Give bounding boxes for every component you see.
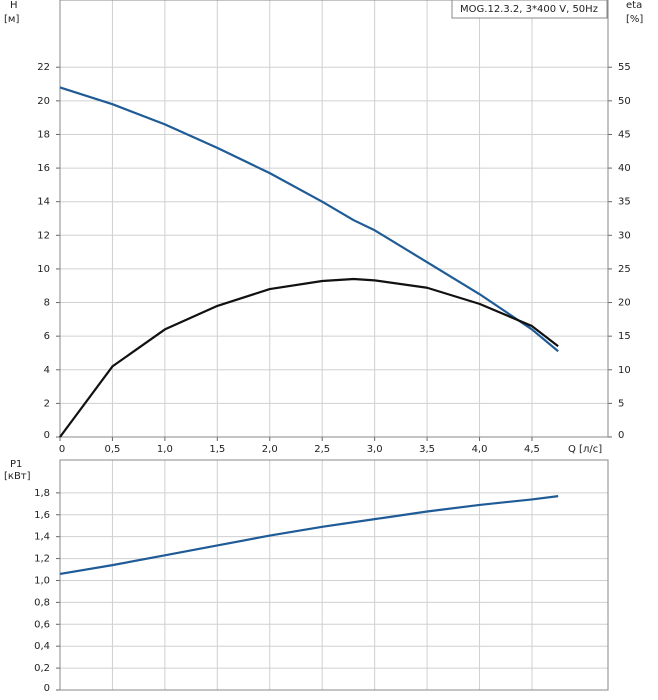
y-tick-label: 0 [44,683,50,694]
y2-axis-unit: [%] [626,14,643,25]
x-tick-label: 2,5 [314,444,330,455]
y-tick-label: 0,2 [34,663,50,674]
y-tick-label: 6 [44,331,50,342]
y-tick-label: 1,2 [34,554,50,565]
x-tick-label: 1,0 [157,444,173,455]
y-tick-label: 16 [37,163,50,174]
y-tick-label: 2 [44,398,50,409]
y-tick-label: 0,4 [34,641,50,652]
annotation: MOG.12.3.2, 3*400 V, 50Hz [460,4,598,15]
x-tick-label: 3,0 [367,444,383,455]
y-tick-label: 1,8 [34,488,50,499]
y-tick-label: 8 [44,298,50,309]
x-tick-label: 4,0 [472,444,488,455]
y-tick-label: 4 [44,365,50,376]
plot-area [60,0,608,437]
y2-tick-label: 5 [618,398,624,409]
y-axis-label: P1 [10,459,22,470]
y-tick-label: 0 [44,430,50,441]
y-tick-label: 10 [37,264,50,275]
x-tick-label: 3,5 [419,444,435,455]
y2-tick-label: 50 [618,96,631,107]
y-tick-label: 1,0 [34,575,50,586]
y-tick-label: 1,6 [34,510,50,521]
y-tick-label: 0,8 [34,597,50,608]
y-tick-label: 1,4 [34,532,50,543]
y2-tick-label: 0 [618,430,624,441]
x-tick-label: 1,5 [209,444,225,455]
y2-tick-label: 40 [618,163,631,174]
y2-tick-label: 15 [618,331,631,342]
plot-area [60,460,608,690]
curve [59,277,559,438]
x-tick-label: 0,5 [104,444,120,455]
y-tick-label: 20 [37,96,50,107]
x-tick-label: 2,0 [262,444,278,455]
plot-border [59,459,609,691]
y2-tick-label: 10 [618,365,631,376]
y-tick-label: 22 [37,62,50,73]
y2-axis-label: eta [626,0,642,11]
y-axis-label: H [10,0,18,11]
curve [59,86,559,353]
y-tick-label: 18 [37,129,50,140]
x-tick-label: 4,5 [524,444,540,455]
y-tick-label: 14 [37,197,50,208]
y2-tick-label: 20 [618,298,631,309]
y2-tick-label: 35 [618,197,631,208]
y-axis-unit: [кВт] [4,471,31,482]
y-tick-label: 12 [37,230,50,241]
y-tick-label: 0,6 [34,619,50,630]
y2-tick-label: 25 [618,264,631,275]
y-axis-unit: [м] [4,14,19,25]
x-tick-label: 0 [59,444,65,455]
plot-border [59,0,609,438]
y2-tick-label: 55 [618,62,631,73]
y2-tick-label: 30 [618,230,631,241]
y2-tick-label: 45 [618,129,631,140]
annotation-box [451,0,608,19]
x-axis-label: Q [л/с] [568,444,602,455]
curve [59,495,559,575]
